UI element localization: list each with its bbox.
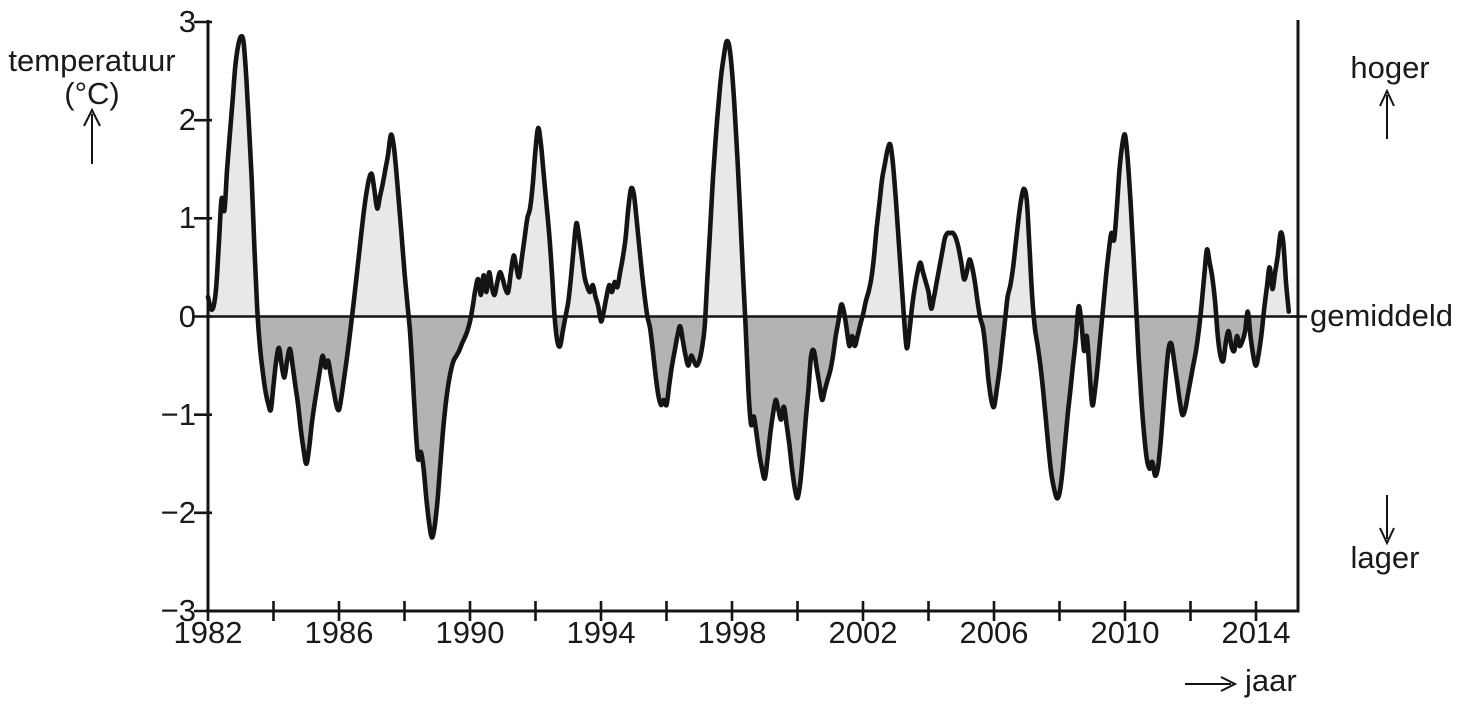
y-tick-label: −3	[160, 593, 196, 628]
x-tick-label: 1990	[435, 615, 505, 650]
y-axis-title-line1: temperatuur	[8, 43, 176, 78]
y-tick-label: −1	[160, 396, 196, 432]
y-tick-label: 0	[178, 298, 196, 334]
y-axis-title-line2: (°C)	[64, 76, 120, 111]
up-arrow-icon	[83, 107, 101, 164]
up-arrow-icon	[1379, 88, 1395, 139]
x-tick-label: 2002	[828, 615, 898, 650]
y-tick-label: 3	[178, 3, 196, 39]
x-tick-label: 1998	[697, 615, 767, 650]
y-tick-label: −2	[160, 494, 196, 530]
down-arrow-icon	[1379, 495, 1395, 546]
y-tick-label: 1	[178, 200, 196, 236]
x-tick-label: 2006	[959, 615, 1029, 650]
x-axis-title: jaar	[1245, 663, 1297, 698]
right-label-hoger: hoger	[1350, 50, 1430, 85]
temperature-curve	[205, 33, 1292, 540]
x-tick-label: 1986	[304, 615, 374, 650]
y-axis-title: temperatuur (°C)	[6, 44, 178, 110]
area-above-average	[208, 36, 1289, 317]
x-tick-label: 2010	[1090, 615, 1160, 650]
right-arrow-icon	[1185, 676, 1238, 692]
x-tick-label: 1982	[173, 615, 243, 650]
y-tick-label: 2	[178, 102, 196, 138]
x-tick-label: 2014	[1221, 615, 1291, 650]
x-tick-label: 1994	[566, 615, 636, 650]
right-label-lager: lager	[1350, 540, 1420, 575]
right-label-gemiddeld: gemiddeld	[1310, 298, 1454, 333]
